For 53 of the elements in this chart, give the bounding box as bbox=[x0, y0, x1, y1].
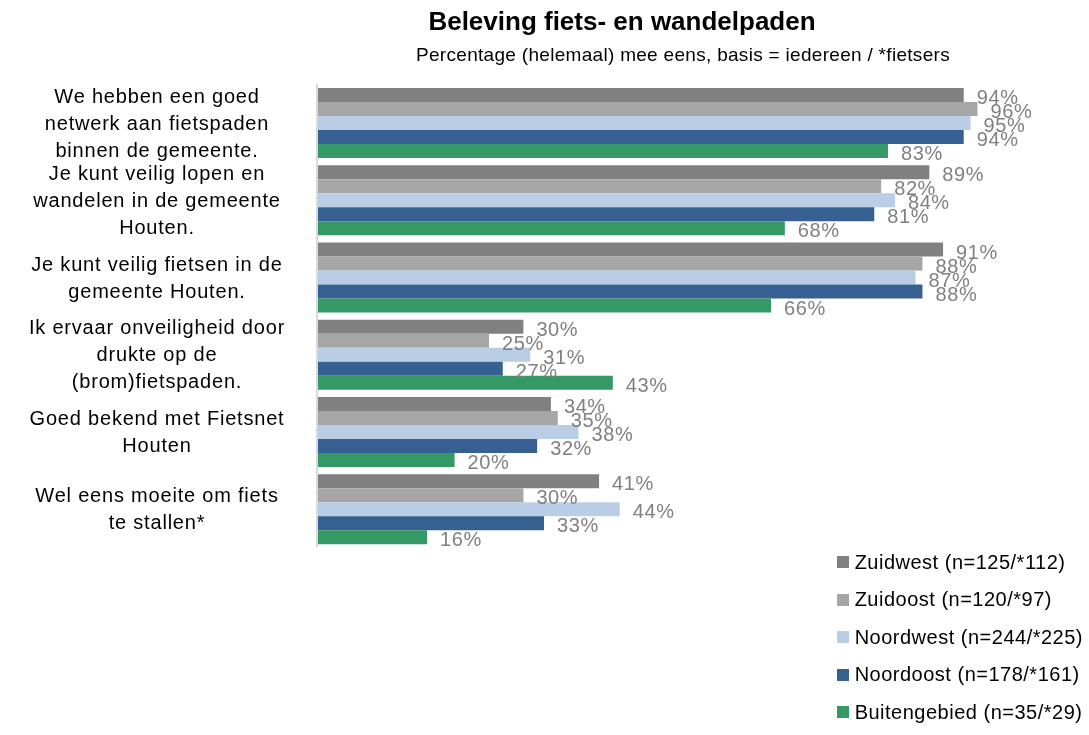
data-label: 16% bbox=[440, 528, 482, 551]
data-label: 33% bbox=[557, 514, 599, 537]
y-tick-label: Je kunt veilig lopen en wandelen in de gemeente Houten. bbox=[32, 161, 281, 238]
legend-label: Noordoost (n=178/*161) bbox=[854, 663, 1080, 687]
y-tick-label: Ik ervaar onveiligheid door drukte op de (brom)fietspaden. bbox=[28, 316, 286, 393]
bar bbox=[317, 221, 785, 236]
bar bbox=[317, 474, 600, 489]
bar bbox=[317, 425, 579, 439]
bar bbox=[317, 530, 428, 545]
data-label: 32% bbox=[550, 437, 592, 459]
bar bbox=[317, 270, 916, 285]
bar bbox=[317, 411, 558, 425]
chart-subtitle: Percentage (helemaal) mee eens, basis = iedereen / *fietsers bbox=[415, 44, 951, 66]
bar bbox=[317, 179, 882, 194]
bar bbox=[317, 88, 964, 102]
chart-title: Beleving fiets- en wandelpaden bbox=[427, 6, 817, 37]
bar bbox=[317, 361, 503, 376]
y-tick-label: Goed bekend met Fietsnet Houten bbox=[29, 407, 285, 457]
bar bbox=[317, 144, 889, 158]
legend-label: Buitengebied (n=35/*29) bbox=[854, 700, 1083, 724]
bar bbox=[317, 488, 524, 503]
data-label: 43% bbox=[625, 373, 668, 396]
y-tick-label: Je kunt veilig fietsen in de gemeente Houten. bbox=[31, 252, 283, 302]
legend-label: Zuidwest (n=125/*112) bbox=[854, 550, 1066, 574]
bar bbox=[317, 165, 930, 180]
bar bbox=[317, 193, 895, 208]
bar bbox=[317, 207, 875, 222]
bar bbox=[317, 453, 455, 467]
data-label: 30% bbox=[536, 486, 579, 509]
bar bbox=[317, 298, 772, 313]
bar bbox=[317, 130, 964, 144]
data-label: 89% bbox=[942, 163, 985, 186]
bar bbox=[317, 256, 923, 271]
bar bbox=[317, 502, 620, 517]
bar bbox=[317, 102, 978, 116]
bar bbox=[317, 516, 545, 531]
bar bbox=[317, 319, 524, 334]
bar bbox=[317, 439, 538, 453]
y-tick-label: Wel eens moeite om fiets te stallen* bbox=[35, 484, 279, 534]
bar bbox=[317, 284, 923, 299]
data-label: 44% bbox=[632, 500, 675, 523]
bar bbox=[317, 116, 971, 130]
bar bbox=[317, 333, 489, 348]
bar bbox=[317, 397, 551, 411]
data-label: 41% bbox=[612, 472, 654, 495]
data-label: 83% bbox=[901, 142, 943, 164]
data-label: 20% bbox=[467, 451, 510, 473]
data-label: 68% bbox=[797, 219, 840, 242]
legend-label: Zuidoost (n=120/*97) bbox=[854, 588, 1052, 612]
data-label: 66% bbox=[784, 296, 826, 319]
bar bbox=[317, 242, 944, 257]
legend-label: Noordwest (n=244/*225) bbox=[854, 625, 1083, 649]
y-tick-label: We hebben een goed netwerk aan fietspaden binnen de gemeente. bbox=[44, 84, 270, 161]
